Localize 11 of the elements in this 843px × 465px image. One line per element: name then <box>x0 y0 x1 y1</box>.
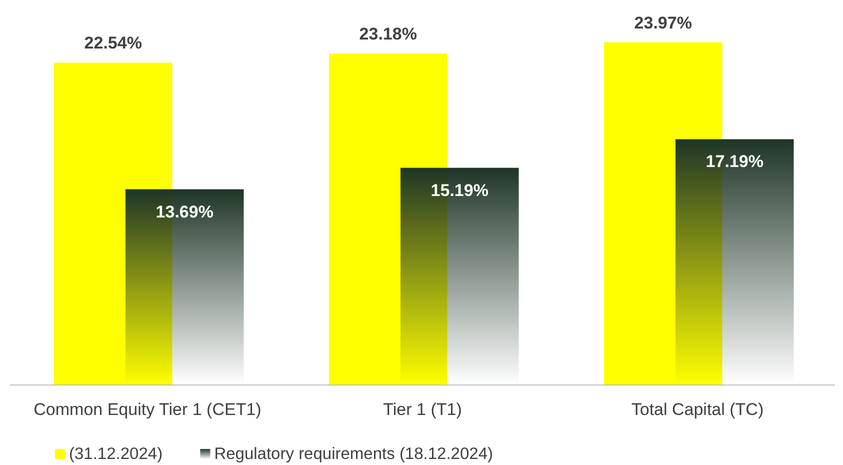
x-tick-label: Total Capital (TC) <box>631 400 764 419</box>
data-label: 23.18% <box>359 24 417 44</box>
data-label: 13.69% <box>156 202 214 222</box>
data-label: 23.97% <box>634 13 692 32</box>
data-label: 15.19% <box>430 180 488 200</box>
legend-label: (31.12.2024) <box>69 445 163 463</box>
data-label: 17.19% <box>706 152 764 172</box>
data-label: 22.54% <box>84 34 142 53</box>
x-tick-label: Common Equity Tier 1 (CET1) <box>34 400 262 419</box>
legend-label: Regulatory requirements (18.12.2024) <box>214 445 494 463</box>
x-tick-label: Tier 1 (T1) <box>383 400 462 419</box>
